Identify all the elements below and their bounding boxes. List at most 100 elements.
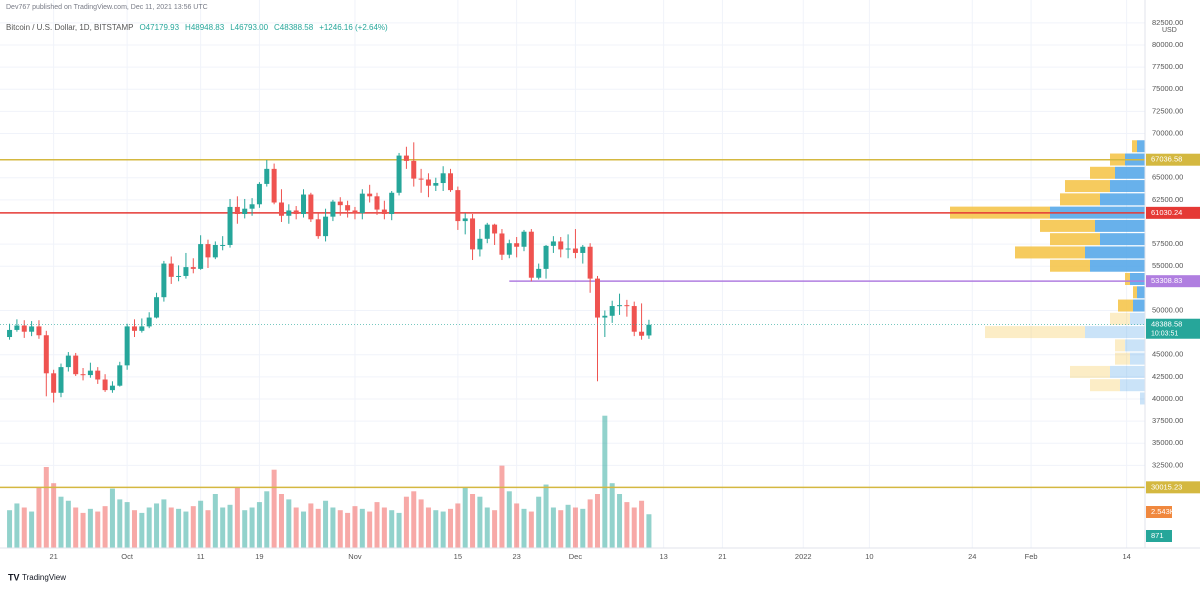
volume-bar — [21, 507, 27, 548]
profile-up — [1100, 193, 1145, 206]
ohlc-value: C48388.58 — [274, 23, 314, 32]
volume-bar — [227, 504, 233, 548]
candle-body — [278, 202, 284, 216]
candle-body — [65, 355, 71, 368]
volume-bar — [440, 511, 446, 548]
candle-body — [411, 160, 417, 179]
x-tick-label: 23 — [512, 552, 520, 561]
candle-body — [646, 324, 652, 336]
candle-body — [594, 278, 600, 318]
currency-label: USD — [1162, 27, 1177, 34]
profile-up — [1137, 140, 1145, 153]
candle-body — [462, 218, 468, 222]
brand: TV TradingView — [8, 572, 66, 582]
volume-bar — [587, 499, 593, 548]
candle-body — [433, 183, 439, 186]
candle-body — [198, 244, 204, 269]
volume-bar — [146, 507, 152, 548]
axis-layer: 82500.00 80000.00 77500.00 75000.00 72500.00… — [49, 18, 1200, 561]
x-tick-label: Feb — [1025, 552, 1038, 561]
volume-bar — [242, 510, 248, 548]
profile-up — [1140, 392, 1145, 405]
profile-down — [1115, 339, 1125, 352]
volume-bar — [484, 507, 490, 548]
price-badge-label: 30015.23 — [1151, 482, 1182, 491]
profile-up — [1125, 339, 1145, 352]
volume-bar — [168, 507, 174, 548]
candle-body — [323, 216, 329, 237]
profile-down — [985, 326, 1085, 339]
candle-body — [264, 168, 270, 184]
countdown-label: 10:03:51 — [1151, 331, 1178, 338]
candle-body — [131, 326, 137, 331]
volume-bar — [470, 494, 476, 548]
candle-body — [492, 224, 498, 234]
volume-bar — [271, 469, 277, 548]
candle-body — [168, 263, 174, 277]
volume-bar — [43, 467, 49, 548]
volume-bar — [323, 500, 329, 548]
volume-bar — [572, 507, 578, 548]
candle-body — [631, 306, 637, 332]
plot-layer — [0, 140, 1145, 548]
candle-body — [440, 173, 446, 184]
volume-bar — [330, 507, 336, 548]
profile-down — [1065, 180, 1110, 193]
candle-body — [51, 373, 57, 393]
candle-body — [242, 208, 248, 215]
x-tick-label: 24 — [968, 552, 976, 561]
candle-body — [543, 245, 549, 269]
volume-bar — [154, 503, 160, 548]
candle-body — [271, 168, 277, 203]
profile-down — [1060, 193, 1100, 206]
volume-bar — [631, 507, 637, 548]
profile-up — [1130, 312, 1145, 325]
price-badge — [1146, 275, 1200, 288]
x-tick-label: 15 — [454, 552, 462, 561]
ohlc-value: H48948.83 — [185, 23, 225, 32]
profile-up — [1085, 246, 1145, 259]
candle-body — [521, 231, 527, 247]
candle-body — [572, 248, 578, 253]
volume-bar — [183, 511, 189, 548]
y-tick-label: 75000.00 — [1152, 84, 1183, 93]
candle-body — [29, 326, 35, 332]
candle-body — [124, 326, 130, 366]
volume-bar — [109, 488, 115, 548]
volume-bar — [521, 508, 527, 548]
profile-down — [1070, 365, 1110, 378]
candle-body — [565, 248, 571, 250]
volume-bar — [374, 502, 380, 548]
candle-body — [418, 178, 424, 180]
y-tick-label: 82500.00 — [1152, 18, 1183, 27]
x-tick-label: Oct — [121, 552, 134, 561]
candle-body — [403, 155, 409, 161]
last-price-badge — [1146, 318, 1200, 339]
volume-badge — [1146, 530, 1172, 542]
volume-bar — [293, 507, 299, 548]
volume-bar — [95, 511, 101, 548]
candle-body — [389, 192, 395, 215]
volume-bar — [646, 514, 652, 548]
profile-up — [1110, 180, 1145, 193]
candle-body — [587, 246, 593, 279]
volume-bar — [220, 507, 226, 548]
volume-bar — [264, 491, 270, 548]
candle-body — [293, 210, 299, 215]
price-badge-label: 61030.24 — [1151, 208, 1182, 217]
volume-bar — [117, 499, 123, 548]
volume-bar — [301, 511, 307, 548]
candle-body — [624, 305, 630, 307]
volume-bar — [403, 496, 409, 548]
brand-logo: TV — [8, 572, 20, 582]
candle-body — [73, 355, 79, 375]
volume-bar — [455, 503, 461, 548]
y-tick-label: 45000.00 — [1152, 350, 1183, 359]
candle-body — [249, 204, 255, 209]
brand-name: TradingView — [22, 573, 66, 582]
candle-body — [43, 335, 49, 374]
candle-body — [176, 275, 182, 277]
volume-bar — [131, 510, 137, 548]
